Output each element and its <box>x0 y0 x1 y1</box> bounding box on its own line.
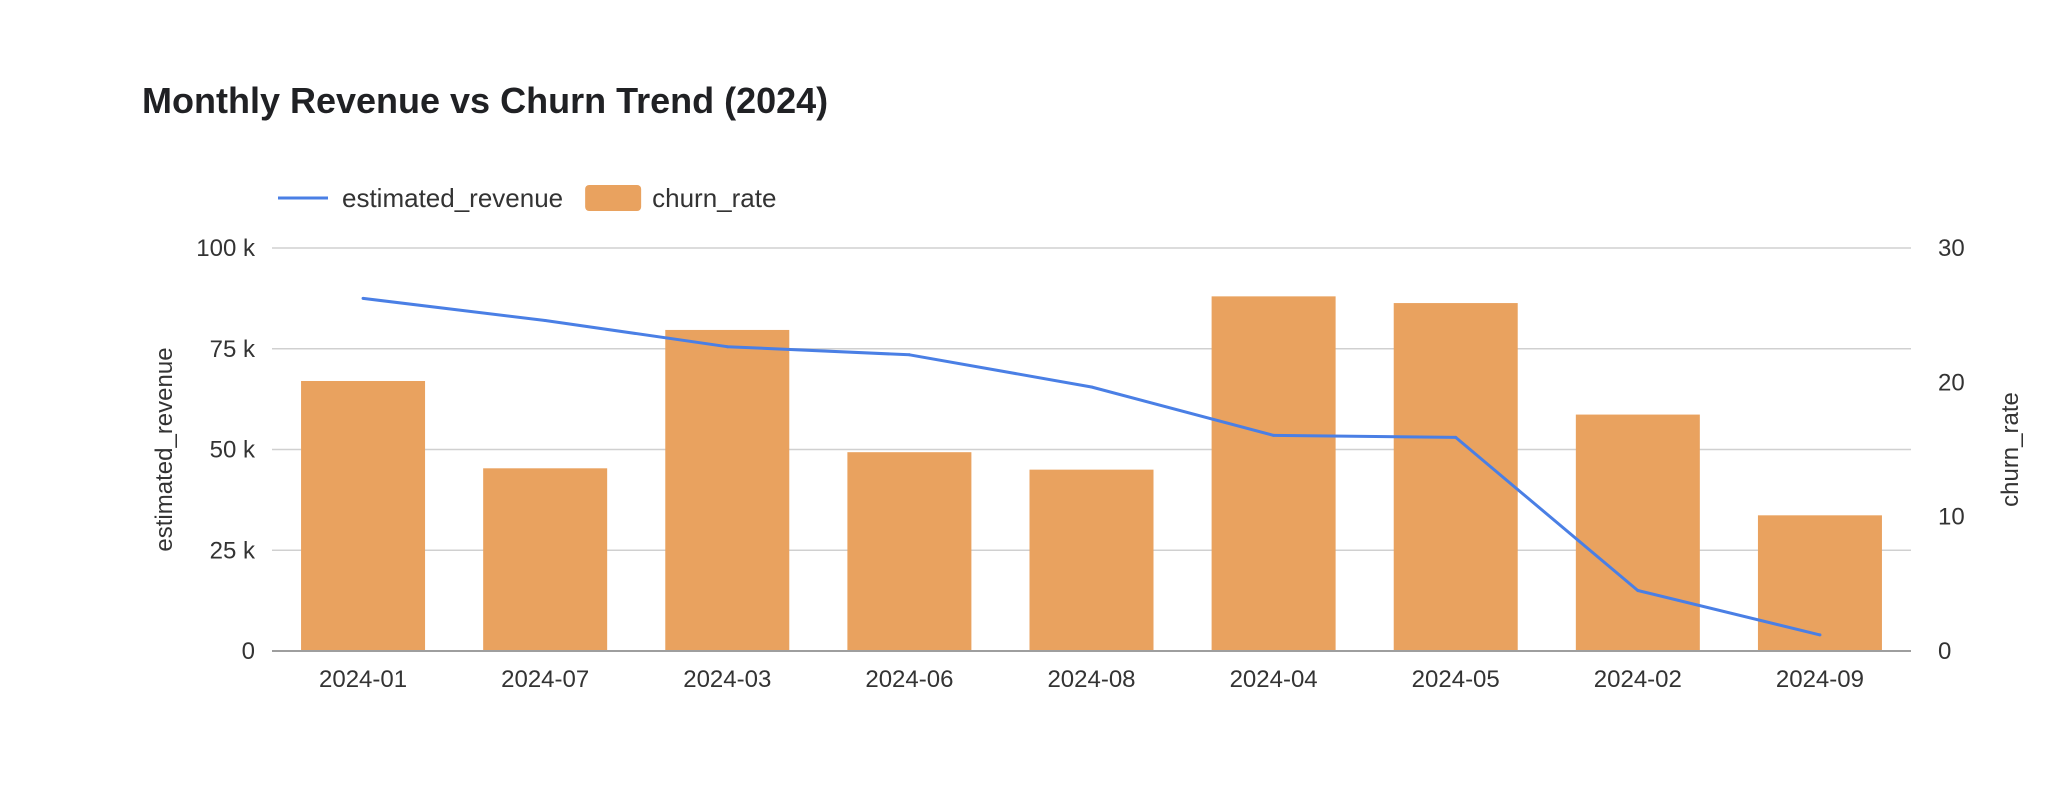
x-tick-label: 2024-09 <box>1776 666 1864 693</box>
axes: 0 25 k 50 k 75 k 100 k 0 10 20 30 2024-01 2024-07 2… <box>151 235 2024 693</box>
revenue-point <box>907 353 911 357</box>
x-tick-label: 2024-03 <box>683 666 771 693</box>
chart-title: Monthly Revenue vs Churn Trend (2024) <box>142 80 829 121</box>
left-y-tick-label: 75 k <box>210 336 256 363</box>
churn-rate-bar <box>1211 296 1336 651</box>
left-y-tick-label: 0 <box>242 638 255 665</box>
right-y-tick-label: 0 <box>1938 638 1951 665</box>
revenue-point <box>1454 435 1458 439</box>
right-y-tick-label: 20 <box>1938 369 1965 396</box>
x-tick-label: 2024-06 <box>865 666 953 693</box>
churn-rate-bars <box>301 296 1882 651</box>
churn-rate-bar <box>1575 414 1700 651</box>
churn-rate-bar <box>483 468 608 651</box>
right-y-tick-label: 30 <box>1938 235 1965 262</box>
right-y-tick-label: 10 <box>1938 504 1965 531</box>
revenue-point <box>1272 433 1276 437</box>
churn-rate-bar <box>665 329 790 651</box>
left-y-tick-label: 50 k <box>210 437 256 464</box>
right-y-axis-label: churn_rate <box>1997 392 2024 507</box>
legend-bar-swatch <box>585 185 642 211</box>
revenue-point <box>1818 633 1822 637</box>
revenue-point <box>361 296 365 300</box>
x-tick-label: 2024-04 <box>1230 666 1318 693</box>
churn-rate-bar <box>1393 303 1518 651</box>
left-y-tick-label: 100 k <box>196 235 256 262</box>
x-tick-label: 2024-08 <box>1047 666 1135 693</box>
legend-label-revenue: estimated_revenue <box>342 183 563 213</box>
x-tick-label: 2024-02 <box>1594 666 1682 693</box>
x-tick-label: 2024-07 <box>501 666 589 693</box>
revenue-line-layer <box>361 296 1822 637</box>
churn-rate-bar <box>1757 515 1882 651</box>
x-tick-label: 2024-01 <box>319 666 407 693</box>
revenue-point <box>725 345 729 349</box>
left-y-axis-label: estimated_revenue <box>151 347 178 551</box>
legend: estimated_revenue churn_rate <box>278 183 776 213</box>
churn-rate-bar <box>847 452 972 651</box>
left-y-tick-label: 25 k <box>210 537 256 564</box>
churn-rate-bar <box>301 380 426 651</box>
revenue-point <box>1090 385 1093 389</box>
legend-label-churn: churn_rate <box>652 183 776 213</box>
revenue-point <box>543 319 547 323</box>
revenue-point <box>1636 589 1640 593</box>
x-tick-label: 2024-05 <box>1412 666 1500 693</box>
churn-rate-bar <box>1029 469 1154 651</box>
